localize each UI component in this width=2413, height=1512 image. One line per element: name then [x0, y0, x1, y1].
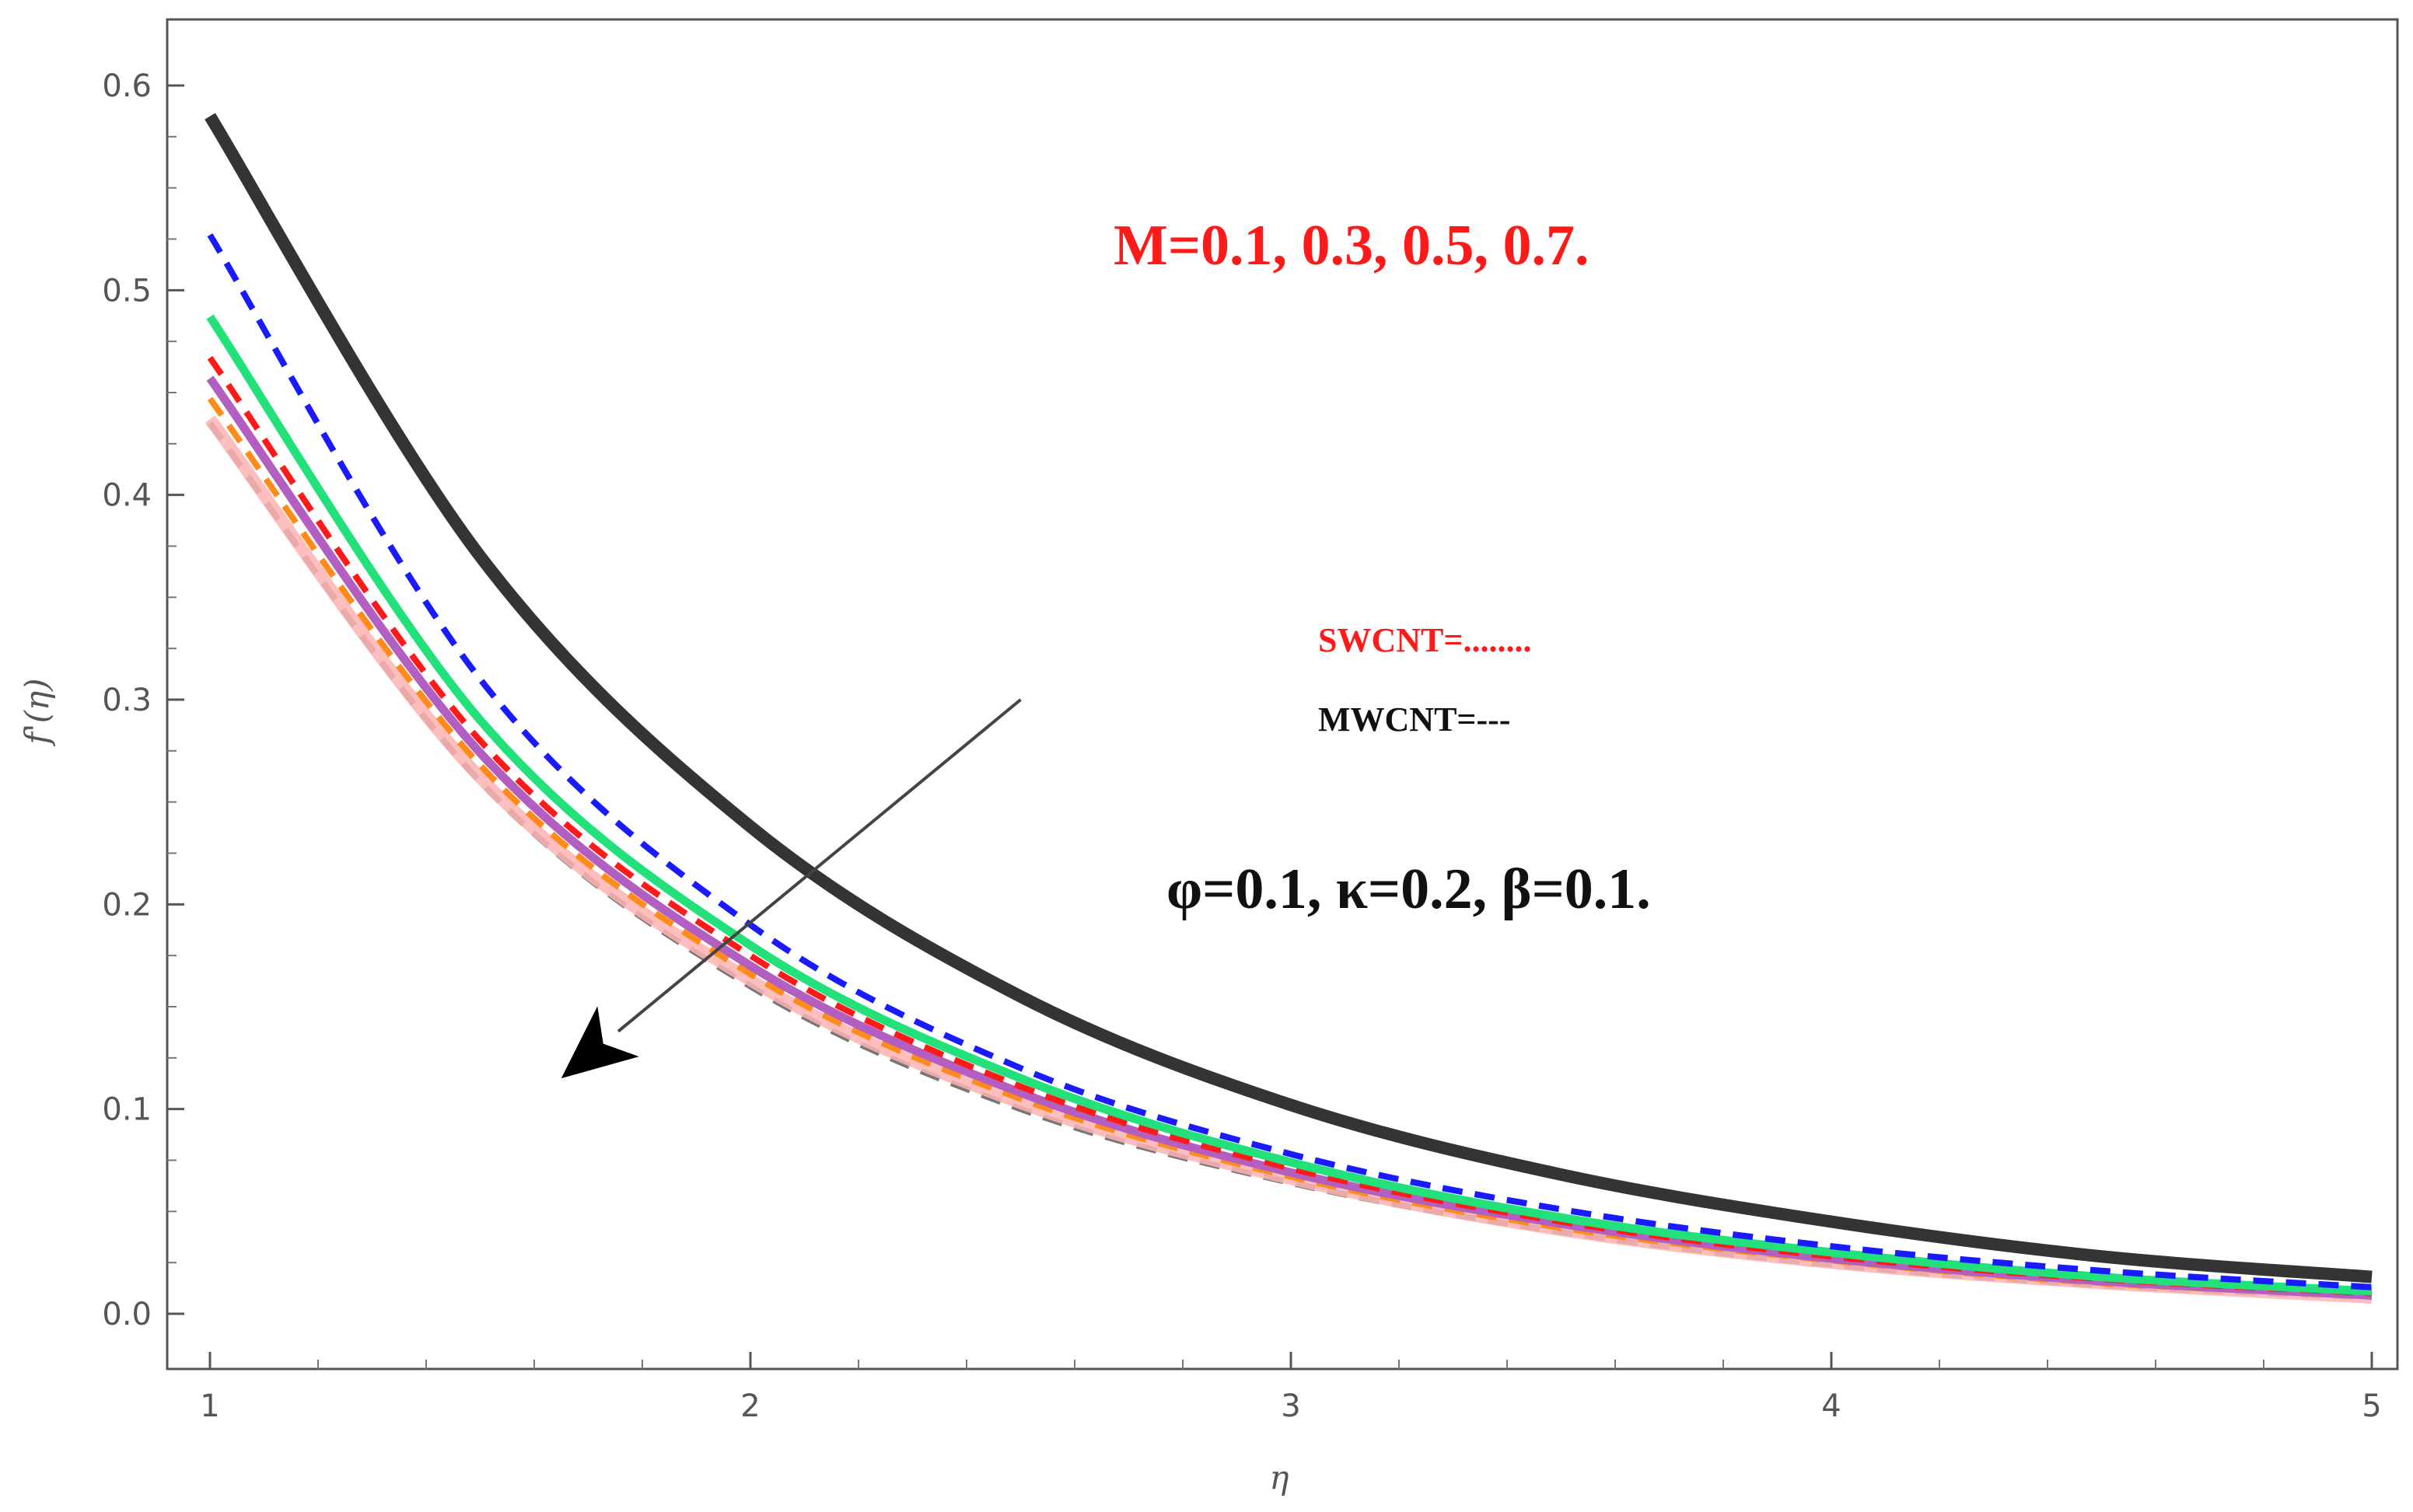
y-tick-label: 0.2	[102, 887, 152, 923]
x-tick-label: 3	[1281, 1388, 1300, 1424]
arrow-shaft	[617, 698, 1022, 1033]
x-tick-label: 5	[2362, 1388, 2381, 1424]
y-axis-label: f'(η)	[18, 678, 56, 746]
direction-arrow	[561, 698, 1022, 1079]
series-layer	[205, 113, 2373, 1304]
x-axis-tick-labels: 1 2 3 4 5	[200, 1388, 2381, 1424]
annotation-m-values: M=0.1, 0.3, 0.5, 0.7.	[1114, 214, 1589, 278]
y-tick-label: 0.4	[102, 478, 152, 514]
series-line-3	[206, 314, 2373, 1296]
annotation-mwcnt: MWCNT=---	[1318, 700, 1510, 739]
series-line-1	[205, 113, 2373, 1283]
y-tick-label: 0.0	[102, 1297, 152, 1332]
y-tick-label: 0.5	[102, 273, 152, 309]
x-axis-label: η	[1269, 1458, 1289, 1496]
y-tick-label: 0.1	[102, 1092, 152, 1128]
y-tick-label: 0.3	[102, 683, 152, 718]
y-tick-label: 0.6	[102, 68, 152, 104]
series-line-6	[207, 396, 2373, 1299]
x-tick-label: 2	[740, 1388, 760, 1424]
plot-frame	[166, 18, 2399, 1371]
arrow-head	[561, 1006, 639, 1079]
series-line-2	[207, 233, 2373, 1290]
y-axis-ticks	[167, 84, 184, 1315]
annotation-swcnt: SWCNT=........	[1318, 621, 1531, 659]
x-tick-label: 4	[1821, 1388, 1841, 1424]
y-axis-tick-labels: 0.0 0.1 0.2 0.3 0.4 0.5 0.6	[102, 68, 152, 1332]
x-tick-label: 1	[200, 1388, 219, 1424]
annotation-params: φ=0.1, κ=0.2, β=0.1.	[1166, 857, 1651, 921]
x-axis-ticks	[208, 1352, 2373, 1369]
